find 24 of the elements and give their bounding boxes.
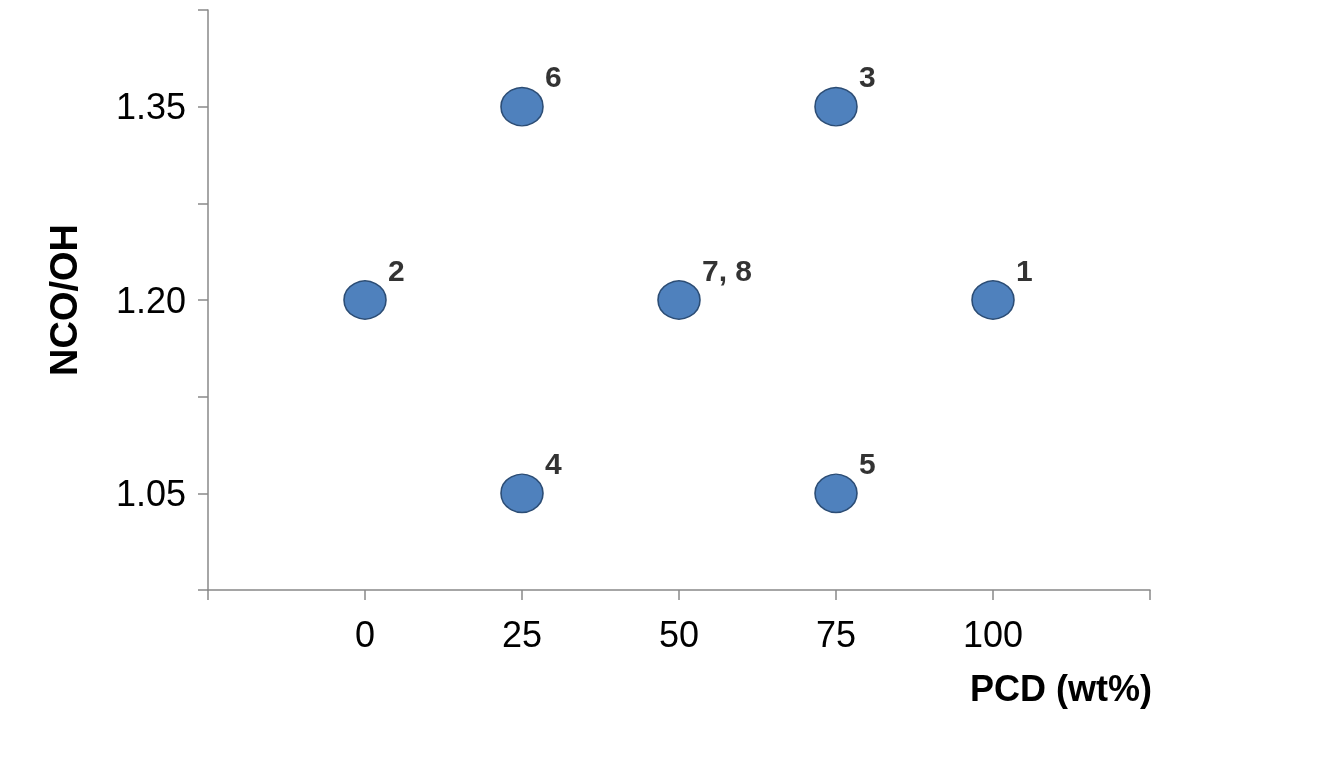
y-tick-label: 1.35 [115, 86, 186, 128]
x-tick-label: 75 [815, 613, 857, 655]
point [343, 280, 387, 320]
annotation: 7, 8 [702, 253, 753, 287]
y-axis-title: NCO/OH [43, 224, 85, 376]
y-tick-label: 1.20 [115, 279, 186, 321]
point [971, 280, 1015, 320]
x-tick-label: 100 [962, 613, 1024, 655]
x-tick-label: 50 [658, 613, 700, 655]
x-axis-title: PCD (wt%) [970, 667, 1152, 709]
annotation: 3 [859, 60, 876, 94]
x-tick-label: 25 [501, 613, 543, 655]
y-tick-label: 1.05 [115, 472, 186, 514]
annotation: 2 [388, 253, 405, 287]
point [814, 86, 858, 127]
point [814, 473, 858, 514]
annotation: 1 [1016, 253, 1033, 287]
point [657, 280, 701, 320]
point [500, 86, 544, 127]
annotation: 6 [545, 60, 562, 94]
annotation: 4 [545, 446, 562, 480]
x-tick-label: 0 [354, 613, 376, 655]
annotation: 5 [859, 446, 876, 480]
point [500, 473, 544, 514]
